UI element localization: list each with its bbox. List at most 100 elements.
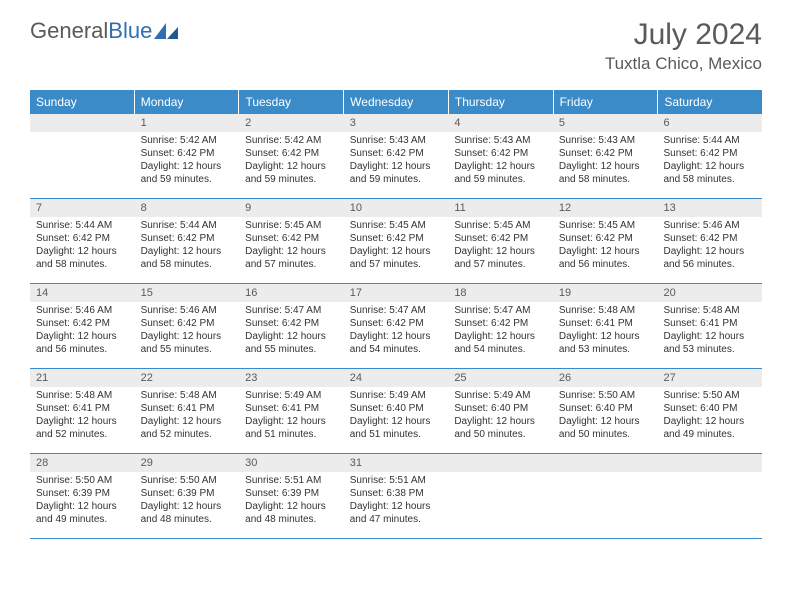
- sunset-line: Sunset: 6:38 PM: [350, 487, 443, 500]
- daylight-line: Daylight: 12 hours and 54 minutes.: [350, 330, 443, 356]
- day-cell: 27Sunrise: 5:50 AMSunset: 6:40 PMDayligh…: [657, 369, 762, 453]
- day-number: 7: [30, 199, 135, 217]
- day-cell: 8Sunrise: 5:44 AMSunset: 6:42 PMDaylight…: [135, 199, 240, 283]
- sunrise-line: Sunrise: 5:42 AM: [141, 134, 234, 147]
- weeks-container: 1Sunrise: 5:42 AMSunset: 6:42 PMDaylight…: [30, 114, 762, 539]
- day-cell: 17Sunrise: 5:47 AMSunset: 6:42 PMDayligh…: [344, 284, 449, 368]
- sunset-line: Sunset: 6:39 PM: [141, 487, 234, 500]
- sunrise-line: Sunrise: 5:48 AM: [663, 304, 756, 317]
- sunset-line: Sunset: 6:40 PM: [663, 402, 756, 415]
- day-body: Sunrise: 5:46 AMSunset: 6:42 PMDaylight:…: [135, 302, 240, 360]
- sunset-line: Sunset: 6:39 PM: [36, 487, 129, 500]
- day-number: 22: [135, 369, 240, 387]
- sunrise-line: Sunrise: 5:48 AM: [559, 304, 652, 317]
- daylight-line: Daylight: 12 hours and 52 minutes.: [141, 415, 234, 441]
- sunset-line: Sunset: 6:42 PM: [663, 232, 756, 245]
- sunrise-line: Sunrise: 5:42 AM: [245, 134, 338, 147]
- week-row: 21Sunrise: 5:48 AMSunset: 6:41 PMDayligh…: [30, 369, 762, 454]
- sunrise-line: Sunrise: 5:49 AM: [454, 389, 547, 402]
- sunset-line: Sunset: 6:42 PM: [454, 147, 547, 160]
- day-cell: 18Sunrise: 5:47 AMSunset: 6:42 PMDayligh…: [448, 284, 553, 368]
- daylight-line: Daylight: 12 hours and 57 minutes.: [454, 245, 547, 271]
- sunset-line: Sunset: 6:42 PM: [350, 232, 443, 245]
- day-number: 16: [239, 284, 344, 302]
- daylight-line: Daylight: 12 hours and 55 minutes.: [141, 330, 234, 356]
- day-number: 2: [239, 114, 344, 132]
- sunset-line: Sunset: 6:42 PM: [141, 232, 234, 245]
- sunrise-line: Sunrise: 5:45 AM: [245, 219, 338, 232]
- sunrise-line: Sunrise: 5:48 AM: [36, 389, 129, 402]
- day-number: 29: [135, 454, 240, 472]
- sunrise-line: Sunrise: 5:47 AM: [454, 304, 547, 317]
- sunset-line: Sunset: 6:42 PM: [350, 147, 443, 160]
- day-cell: 23Sunrise: 5:49 AMSunset: 6:41 PMDayligh…: [239, 369, 344, 453]
- week-row: 1 Sunrise: 5:42 AM Sunset: 6:42 PM Daylight…: [30, 114, 762, 199]
- daylight-line: Daylight: 12 hours and 59 minutes.: [141, 160, 234, 186]
- sunrise-line: Sunrise: 5:51 AM: [350, 474, 443, 487]
- logo: GeneralBlue: [30, 18, 180, 44]
- sunrise-line: Sunrise: 5:47 AM: [245, 304, 338, 317]
- day-number: 15: [135, 284, 240, 302]
- day-body: Sunrise: 5:50 AMSunset: 6:39 PMDaylight:…: [135, 472, 240, 530]
- sunset-line: Sunset: 6:42 PM: [559, 232, 652, 245]
- day-number: 23: [239, 369, 344, 387]
- logo-word1: General: [30, 18, 108, 43]
- day-cell: 31Sunrise: 5:51 AMSunset: 6:38 PMDayligh…: [344, 454, 449, 538]
- sunset-line: Sunset: 6:40 PM: [350, 402, 443, 415]
- sunrise-line: Sunrise: 5:45 AM: [559, 219, 652, 232]
- day-cell: 10Sunrise: 5:45 AMSunset: 6:42 PMDayligh…: [344, 199, 449, 283]
- day-cell: 16Sunrise: 5:47 AMSunset: 6:42 PMDayligh…: [239, 284, 344, 368]
- sunset-line: Sunset: 6:42 PM: [36, 317, 129, 330]
- day-cell: 26Sunrise: 5:50 AMSunset: 6:40 PMDayligh…: [553, 369, 658, 453]
- day-cell: 24Sunrise: 5:49 AMSunset: 6:40 PMDayligh…: [344, 369, 449, 453]
- day-body: Sunrise: 5:48 AMSunset: 6:41 PMDaylight:…: [30, 387, 135, 445]
- day-number: 20: [657, 284, 762, 302]
- day-number: 1: [135, 114, 240, 132]
- daylight-line: Daylight: 12 hours and 58 minutes.: [141, 245, 234, 271]
- dow-row: Sunday Monday Tuesday Wednesday Thursday…: [30, 90, 762, 114]
- daylight-line: Daylight: 12 hours and 50 minutes.: [559, 415, 652, 441]
- day-cell: 4Sunrise: 5:43 AMSunset: 6:42 PMDaylight…: [448, 114, 553, 198]
- day-cell: 6Sunrise: 5:44 AMSunset: 6:42 PMDaylight…: [657, 114, 762, 198]
- day-number: 10: [344, 199, 449, 217]
- day-number: 25: [448, 369, 553, 387]
- day-body: Sunrise: 5:49 AMSunset: 6:40 PMDaylight:…: [448, 387, 553, 445]
- sunrise-line: Sunrise: 5:49 AM: [245, 389, 338, 402]
- day-number: 24: [344, 369, 449, 387]
- day-body: Sunrise: 5:50 AMSunset: 6:40 PMDaylight:…: [553, 387, 658, 445]
- dow-wednesday: Wednesday: [344, 90, 449, 114]
- daylight-line: Daylight: 12 hours and 55 minutes.: [245, 330, 338, 356]
- dow-tuesday: Tuesday: [239, 90, 344, 114]
- day-body: Sunrise: 5:44 AMSunset: 6:42 PMDaylight:…: [30, 217, 135, 275]
- day-body: Sunrise: 5:43 AMSunset: 6:42 PMDaylight:…: [344, 132, 449, 190]
- day-number: 9: [239, 199, 344, 217]
- day-cell: 29Sunrise: 5:50 AMSunset: 6:39 PMDayligh…: [135, 454, 240, 538]
- daylight-line: Daylight: 12 hours and 56 minutes.: [559, 245, 652, 271]
- sunset-line: Sunset: 6:42 PM: [454, 232, 547, 245]
- day-body: Sunrise: 5:48 AMSunset: 6:41 PMDaylight:…: [135, 387, 240, 445]
- logo-word2: Blue: [108, 18, 152, 43]
- sunset-line: Sunset: 6:42 PM: [350, 317, 443, 330]
- week-row: 14Sunrise: 5:46 AMSunset: 6:42 PMDayligh…: [30, 284, 762, 369]
- sunset-line: Sunset: 6:41 PM: [559, 317, 652, 330]
- location-label: Tuxtla Chico, Mexico: [605, 54, 762, 74]
- sunrise-line: Sunrise: 5:49 AM: [350, 389, 443, 402]
- day-number: 8: [135, 199, 240, 217]
- day-number: 21: [30, 369, 135, 387]
- day-body: Sunrise: 5:51 AMSunset: 6:39 PMDaylight:…: [239, 472, 344, 530]
- day-body: Sunrise: 5:45 AMSunset: 6:42 PMDaylight:…: [239, 217, 344, 275]
- day-cell: 1Sunrise: 5:42 AMSunset: 6:42 PMDaylight…: [135, 114, 240, 198]
- sunrise-line: Sunrise: 5:44 AM: [36, 219, 129, 232]
- day-body: Sunrise: 5:46 AMSunset: 6:42 PMDaylight:…: [30, 302, 135, 360]
- sunset-line: Sunset: 6:40 PM: [559, 402, 652, 415]
- sunrise-line: Sunrise: 5:51 AM: [245, 474, 338, 487]
- daylight-line: Daylight: 12 hours and 57 minutes.: [350, 245, 443, 271]
- sunset-line: Sunset: 6:42 PM: [454, 317, 547, 330]
- day-number: 26: [553, 369, 658, 387]
- sunset-line: Sunset: 6:41 PM: [663, 317, 756, 330]
- day-cell: 5Sunrise: 5:43 AMSunset: 6:42 PMDaylight…: [553, 114, 658, 198]
- daylight-line: Daylight: 12 hours and 48 minutes.: [245, 500, 338, 526]
- daylight-line: Daylight: 12 hours and 50 minutes.: [454, 415, 547, 441]
- day-number: 11: [448, 199, 553, 217]
- day-cell: 9Sunrise: 5:45 AMSunset: 6:42 PMDaylight…: [239, 199, 344, 283]
